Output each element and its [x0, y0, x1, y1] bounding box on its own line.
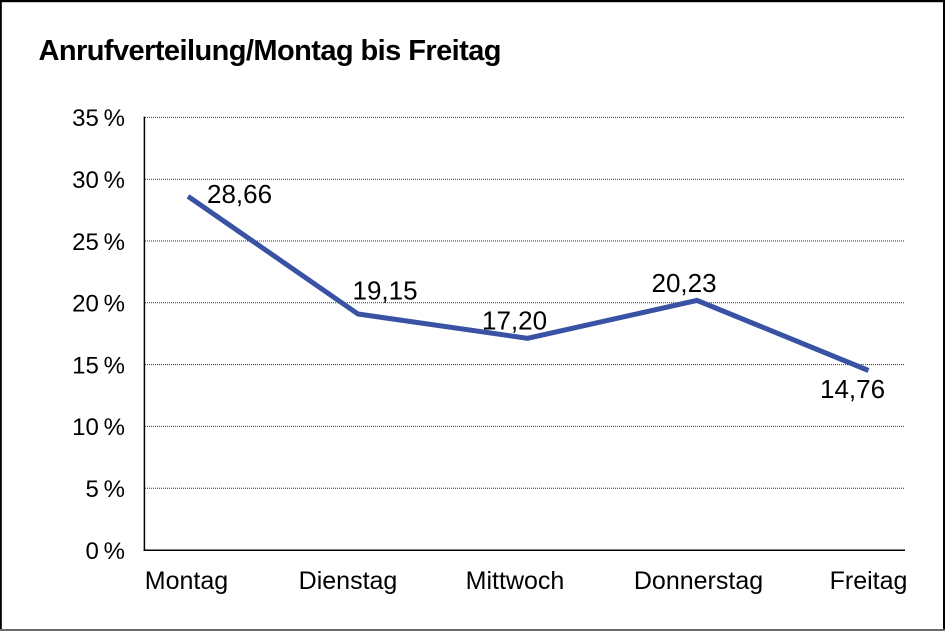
svg-text:30 %: 30 %: [72, 167, 125, 194]
svg-text:Freitag: Freitag: [830, 567, 908, 595]
svg-text:19,15: 19,15: [353, 276, 418, 306]
svg-text:20,23: 20,23: [652, 268, 717, 298]
svg-text:0 %: 0 %: [86, 538, 126, 565]
svg-text:28,66: 28,66: [207, 179, 272, 209]
svg-text:25 %: 25 %: [72, 229, 125, 256]
svg-text:Dienstag: Dienstag: [299, 567, 398, 595]
svg-text:Mittwoch: Mittwoch: [466, 567, 565, 595]
svg-text:15 %: 15 %: [72, 352, 125, 379]
svg-text:20 %: 20 %: [72, 291, 125, 318]
svg-text:17,20: 17,20: [482, 305, 547, 335]
svg-text:Donnerstag: Donnerstag: [634, 567, 763, 595]
svg-text:35 %: 35 %: [72, 105, 125, 132]
svg-text:Anrufverteilung/Montag bis Fre: Anrufverteilung/Montag bis Freitag: [39, 35, 502, 67]
svg-text:10 %: 10 %: [72, 414, 125, 441]
svg-text:14,76: 14,76: [820, 374, 885, 404]
svg-text:5 %: 5 %: [86, 476, 126, 503]
svg-text:Montag: Montag: [145, 567, 228, 595]
